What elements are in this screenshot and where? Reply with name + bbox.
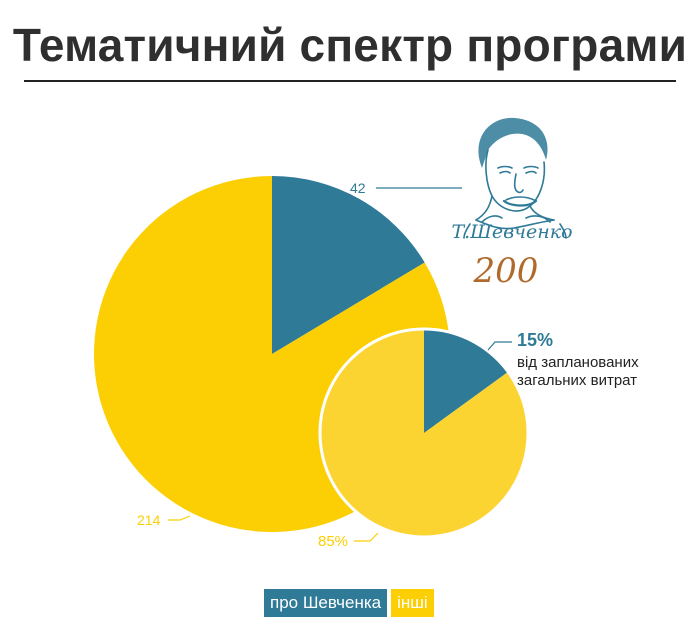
- leader-line-15pct: [487, 341, 512, 351]
- leader-line-85pct: [354, 532, 379, 542]
- logo-signature: Т.Шевченко: [451, 221, 572, 243]
- pie-large-slice-0: [272, 176, 425, 354]
- legend-label-shevchenko: про Шевченка: [270, 593, 382, 612]
- title-divider: [24, 80, 676, 82]
- pie-small-slice-1: [320, 329, 528, 537]
- legend: про Шевченка інші: [264, 589, 438, 617]
- data-label-214: 214: [137, 512, 161, 528]
- logo-number: 200: [473, 251, 539, 288]
- page-title: Тематичний спектр програми: [12, 19, 688, 71]
- legend-item-others: інші: [391, 589, 434, 617]
- pie-small-outline: [318, 327, 530, 539]
- data-label-15pct: 15%: [517, 330, 553, 350]
- legend-item-shevchenko: про Шевченка: [264, 589, 388, 617]
- annotation-line-1: від запланованих: [517, 354, 639, 371]
- data-label-42: 42: [350, 180, 366, 196]
- leader-line-214: [168, 515, 191, 521]
- data-label-85pct: 85%: [318, 533, 348, 550]
- shevchenko-portrait-icon: Т.Шевченко 200: [451, 117, 573, 288]
- annotation-line-2: загальних витрат: [517, 372, 637, 389]
- legend-label-others: інші: [397, 593, 428, 612]
- pie-small-slice-0: [424, 329, 509, 433]
